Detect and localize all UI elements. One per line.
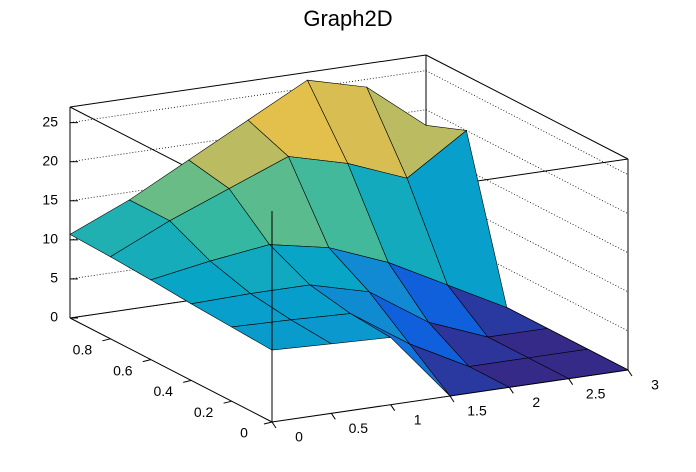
z-tick-label: 10 <box>42 231 58 247</box>
x-tick <box>390 404 396 411</box>
y-tick-label: 0.8 <box>73 342 93 358</box>
y-tick <box>223 400 232 404</box>
y-tick <box>102 338 111 342</box>
x-tick <box>627 369 633 377</box>
y-tick <box>183 379 192 383</box>
box-edge <box>425 54 629 160</box>
y-tick <box>142 359 151 363</box>
x-tick-label: 2.5 <box>586 385 606 401</box>
grid-line <box>425 148 629 254</box>
surface-cell <box>230 319 333 351</box>
x-tick <box>330 413 336 420</box>
z-tick-label: 20 <box>42 152 58 168</box>
x-tick-label: 3 <box>651 377 659 393</box>
x-tick-label: 0.5 <box>349 420 369 436</box>
box-edge <box>69 54 427 108</box>
chart-title: Graph2D <box>303 6 392 31</box>
y-tick-label: 0.2 <box>194 404 214 420</box>
x-tick <box>508 387 514 394</box>
x-tick <box>568 378 574 385</box>
x-tick-label: 1.5 <box>467 403 487 419</box>
grid-line <box>425 109 629 215</box>
z-tick-label: 25 <box>42 113 58 129</box>
z-tick-label: 15 <box>42 191 58 207</box>
y-tick-label: 0.6 <box>113 362 133 378</box>
y-tick <box>263 421 273 425</box>
x-tick-label: 0 <box>295 429 303 445</box>
y-tick-label: 0.4 <box>153 383 173 399</box>
grid-line <box>425 226 629 332</box>
x-tick <box>271 421 277 429</box>
y-tick-label: 0 <box>240 425 248 441</box>
x-tick <box>449 395 455 403</box>
z-tick-label: 5 <box>50 270 58 286</box>
z-tick-label: 0 <box>50 309 58 325</box>
x-tick-label: 1 <box>414 411 422 427</box>
grid-line <box>425 70 629 175</box>
x-tick-label: 2 <box>532 394 540 410</box>
y-axis <box>69 317 273 423</box>
grid-line <box>425 187 629 293</box>
